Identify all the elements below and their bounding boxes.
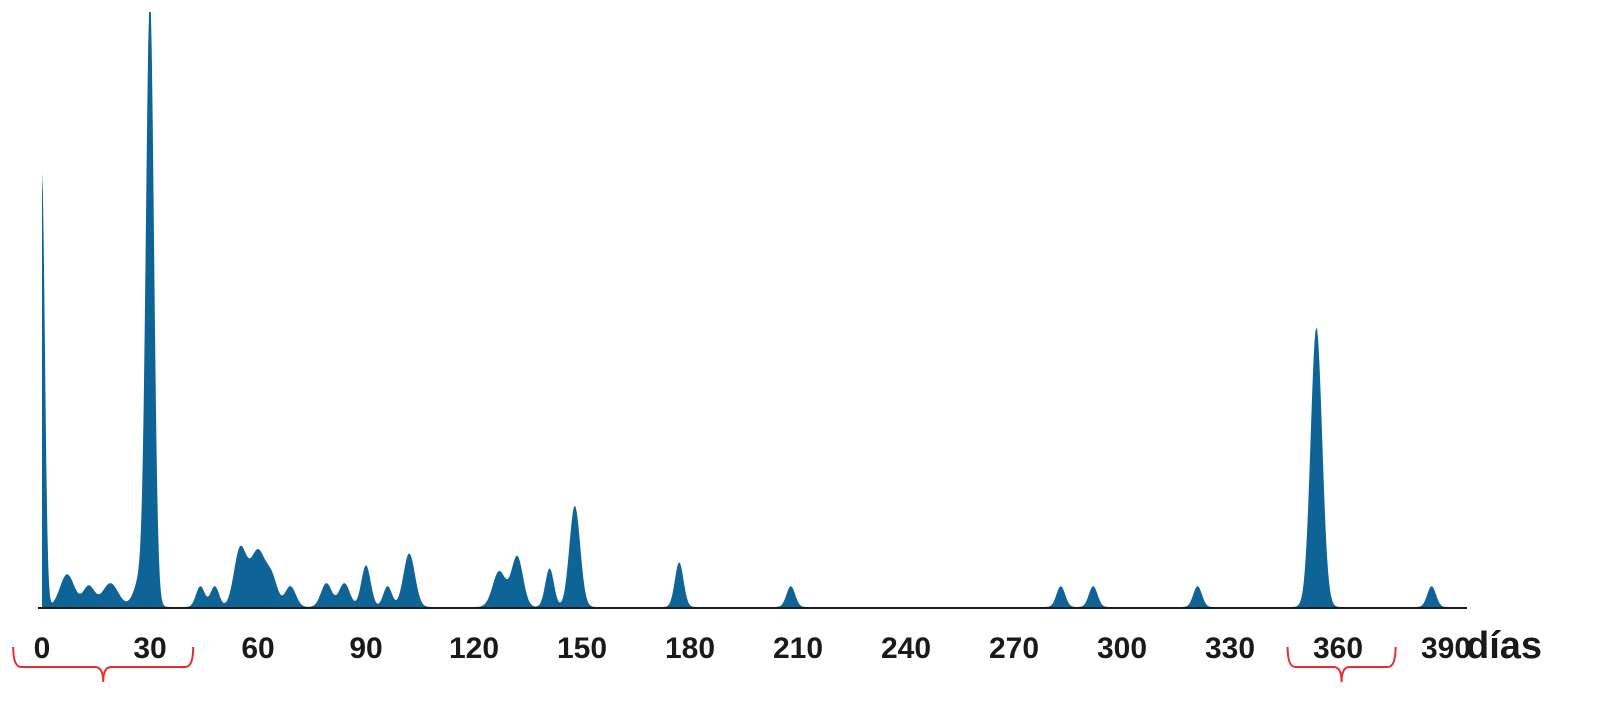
x-tick-label: 120 — [449, 632, 499, 665]
x-tick-label: 90 — [349, 632, 382, 665]
x-tick-label: 330 — [1205, 632, 1255, 665]
x-tick-label: 240 — [881, 632, 931, 665]
x-tick-label: 30 — [133, 632, 166, 665]
range-bracket — [12, 646, 195, 683]
x-tick-label: 0 — [34, 632, 51, 665]
x-tick-label: 360 — [1313, 632, 1363, 665]
range-brackets — [12, 646, 1397, 683]
density-area — [42, 12, 1454, 607]
x-tick-label: 390 — [1421, 632, 1471, 665]
x-tick-label: 210 — [773, 632, 823, 665]
range-bracket — [1286, 646, 1397, 683]
x-tick-label: 180 — [665, 632, 715, 665]
x-tick-label: 270 — [989, 632, 1039, 665]
x-tick-label: 60 — [241, 632, 274, 665]
x-axis-unit-label: días — [1466, 625, 1542, 667]
x-tick-label: 300 — [1097, 632, 1147, 665]
x-tick-labels: 0 30 60 90 120 150 180 210 240 270 300 330 360 390 — [34, 632, 1471, 665]
density-area-path — [42, 12, 1454, 607]
x-tick-label: 150 — [557, 632, 607, 665]
